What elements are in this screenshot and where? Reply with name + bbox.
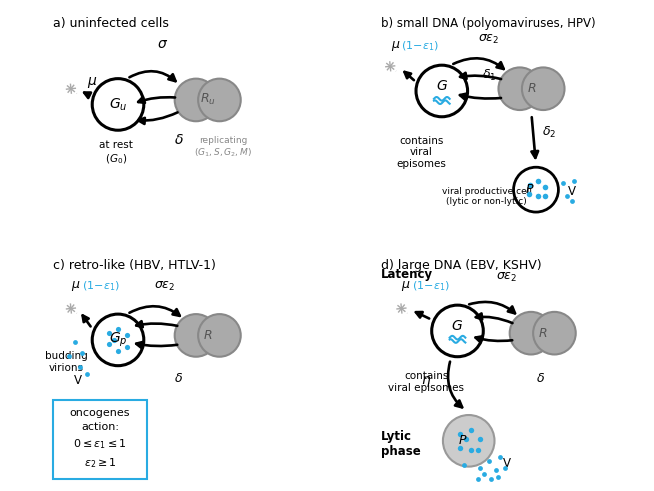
Text: $G_p$: $G_p$ [109, 331, 128, 349]
Point [533, 192, 543, 200]
Text: replicating
$(G_1, S, G_2, M)$: replicating $(G_1, S, G_2, M)$ [194, 136, 252, 159]
Text: $\delta_1$: $\delta_1$ [482, 68, 496, 83]
Circle shape [443, 415, 494, 466]
Circle shape [198, 314, 241, 357]
Text: contains
viral episomes: contains viral episomes [388, 371, 464, 393]
Text: at rest
$(G_0)$: at rest $(G_0)$ [99, 140, 133, 166]
Point [479, 470, 490, 478]
Point [475, 464, 485, 472]
Circle shape [432, 305, 483, 357]
Circle shape [175, 79, 217, 121]
Text: d) large DNA (EBV, KSHV): d) large DNA (EBV, KSHV) [381, 259, 542, 272]
Point [112, 325, 123, 332]
Text: $\mu$: $\mu$ [390, 39, 400, 53]
Text: $\sigma$: $\sigma$ [158, 37, 169, 51]
Circle shape [416, 65, 468, 117]
Point [77, 350, 88, 357]
Point [109, 336, 119, 344]
Point [484, 457, 494, 465]
Point [566, 197, 577, 205]
Circle shape [533, 312, 576, 355]
Text: $\delta$: $\delta$ [174, 134, 184, 147]
Text: b) small DNA (polyomaviruses, HPV): b) small DNA (polyomaviruses, HPV) [381, 17, 596, 30]
Text: contains
viral
episomes: contains viral episomes [397, 136, 447, 169]
Point [122, 331, 132, 339]
Text: $R$: $R$ [203, 329, 213, 342]
Point [524, 190, 534, 198]
Point [112, 347, 123, 355]
Point [486, 475, 496, 483]
Point [540, 184, 550, 191]
Text: $\sigma\varepsilon_2$: $\sigma\varepsilon_2$ [496, 271, 517, 284]
Text: $R_u$: $R_u$ [199, 92, 216, 108]
Text: V: V [74, 374, 82, 387]
Text: $\mu$: $\mu$ [71, 279, 81, 293]
Point [472, 446, 483, 454]
Point [81, 370, 92, 378]
Text: $\mu$: $\mu$ [401, 279, 411, 293]
Circle shape [92, 314, 144, 366]
Text: $\delta_2$: $\delta_2$ [542, 125, 557, 140]
Circle shape [92, 79, 144, 130]
Point [525, 181, 536, 189]
Point [75, 363, 85, 371]
Point [466, 426, 476, 434]
Point [455, 430, 465, 438]
Text: $P$: $P$ [525, 183, 534, 196]
Point [490, 466, 501, 474]
Text: $(1\!-\!\varepsilon_1)$: $(1\!-\!\varepsilon_1)$ [402, 39, 439, 53]
Point [562, 192, 573, 200]
Text: $R$: $R$ [538, 327, 547, 340]
Text: $G$: $G$ [451, 320, 464, 333]
Circle shape [513, 167, 559, 212]
Text: $\eta$: $\eta$ [421, 374, 431, 389]
Point [533, 177, 543, 185]
Point [569, 177, 579, 185]
Circle shape [498, 67, 541, 110]
Text: $\sigma\varepsilon_2$: $\sigma\varepsilon_2$ [154, 279, 176, 293]
Text: $P$: $P$ [458, 435, 468, 447]
Text: Lytic
phase: Lytic phase [381, 430, 421, 458]
Text: $\delta$: $\delta$ [536, 372, 545, 384]
Text: $\delta$: $\delta$ [174, 372, 183, 384]
Text: V: V [568, 186, 576, 198]
Text: $G_u$: $G_u$ [109, 96, 128, 112]
Point [70, 338, 80, 346]
Text: $R$: $R$ [526, 82, 536, 95]
Point [475, 435, 485, 442]
Point [558, 179, 568, 187]
Point [540, 192, 550, 200]
Circle shape [198, 79, 241, 121]
Text: $(1\!-\!\varepsilon_1)$: $(1\!-\!\varepsilon_1)$ [82, 279, 120, 293]
Text: $\sigma\varepsilon_2$: $\sigma\varepsilon_2$ [478, 33, 500, 46]
Circle shape [522, 67, 564, 110]
Circle shape [509, 312, 553, 355]
Point [63, 352, 74, 359]
Point [500, 464, 510, 472]
Point [472, 475, 483, 483]
Text: $G$: $G$ [436, 80, 448, 93]
Text: Latency: Latency [381, 268, 434, 281]
Point [122, 343, 132, 351]
Text: $(1\!-\!\varepsilon_1)$: $(1\!-\!\varepsilon_1)$ [411, 279, 450, 293]
Text: a) uninfected cells: a) uninfected cells [53, 17, 169, 30]
Point [466, 446, 476, 454]
Text: oncogenes
action:
$0 \leq \epsilon_1 \leq 1$
$\epsilon_2 \geq 1$: oncogenes action: $0 \leq \epsilon_1 \le… [70, 409, 130, 470]
Point [492, 473, 503, 481]
Text: budding
virions: budding virions [45, 351, 88, 373]
Point [104, 340, 114, 348]
Text: V: V [503, 457, 511, 470]
Point [459, 462, 470, 469]
FancyBboxPatch shape [53, 401, 147, 479]
Text: c) retro-like (HBV, HTLV-1): c) retro-like (HBV, HTLV-1) [53, 259, 216, 272]
Point [461, 435, 472, 442]
Point [104, 329, 114, 337]
Point [495, 453, 506, 461]
Point [455, 443, 465, 451]
Text: $\mu$: $\mu$ [87, 75, 97, 89]
Circle shape [175, 314, 217, 357]
Text: viral productive cell
(lytic or non-lytic): viral productive cell (lytic or non-lyti… [441, 187, 532, 206]
